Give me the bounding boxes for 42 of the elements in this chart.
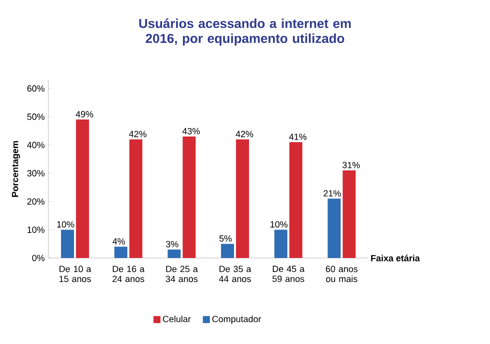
bar [274, 230, 288, 258]
y-tick-label: 40% [27, 142, 44, 148]
bar [342, 170, 356, 258]
data-label: 43% [182, 128, 200, 134]
legend-label: Computador [212, 316, 262, 324]
x-tick-label: De 45 a 59 anos [272, 266, 305, 282]
y-tick-label: 10% [28, 226, 44, 233]
y-tick-label: 20% [27, 198, 44, 205]
chart-title: Usuários acessando a internet em 2016, por equipamento utilizado [139, 18, 351, 46]
y-tick-label: 50% [27, 114, 44, 120]
data-label: 42% [236, 130, 254, 138]
data-label: 31% [342, 162, 360, 168]
y-tick-label: 0% [32, 254, 44, 262]
data-label: 5% [219, 235, 232, 242]
bar [182, 136, 196, 258]
data-label: 41% [289, 134, 306, 140]
legend-label: Celular [162, 316, 191, 322]
data-label: 3% [166, 240, 178, 248]
bar [114, 246, 128, 258]
x-tick-label: De 16 a 24 anos [112, 266, 145, 282]
bar [328, 198, 341, 258]
bar [129, 139, 142, 258]
y-axis-title: Porcentagem [12, 141, 20, 197]
x-tick-label: De 35 a 44 anos [219, 266, 252, 282]
bar [221, 244, 234, 258]
data-label: 49% [76, 111, 94, 118]
y-tick-label: 30% [27, 170, 44, 176]
bar [61, 230, 74, 258]
data-label: 10% [270, 221, 288, 228]
x-axis-title: Faixa etária [371, 254, 420, 262]
bar [168, 250, 181, 258]
bar [236, 139, 249, 258]
x-tick-label: De 25 a 34 anos [166, 266, 198, 282]
x-tick-label: 60 anos ou mais [326, 266, 358, 282]
data-label: 4% [112, 238, 125, 244]
data-label: 10% [57, 221, 74, 228]
bar [289, 142, 302, 258]
data-label: 21% [324, 190, 341, 196]
bar [76, 120, 89, 258]
data-label: 42% [129, 130, 146, 138]
y-tick-label: 60% [27, 85, 44, 92]
x-tick-label: De 10 a 15 anos [59, 266, 92, 282]
